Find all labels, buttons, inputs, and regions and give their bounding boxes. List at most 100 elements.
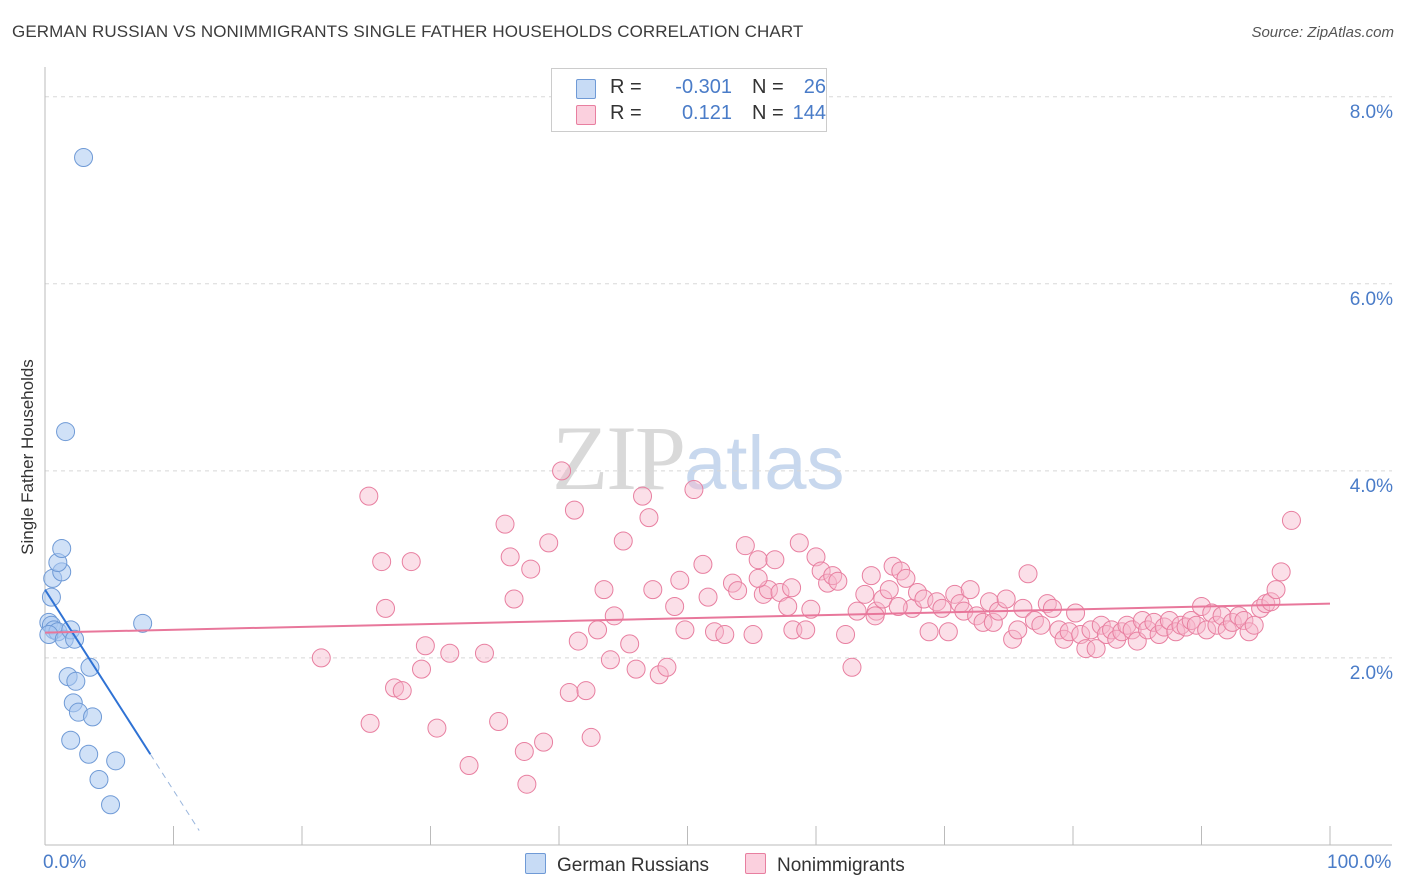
point-nonimmigrants <box>735 536 755 556</box>
point-nonimmigrants <box>1281 510 1301 530</box>
point-nonimmigrants <box>796 620 816 640</box>
point-nonimmigrants <box>675 620 695 640</box>
point-nonimmigrants <box>748 550 768 570</box>
axes <box>44 67 1392 846</box>
x-tick-label: 100.0% <box>1327 852 1392 873</box>
point-nonimmigrants <box>879 580 899 600</box>
point-nonimmigrants <box>594 580 614 600</box>
point-nonimmigrants <box>873 589 893 609</box>
legend-item-german-russians[interactable]: German Russians <box>525 853 709 877</box>
legend-r-value: -0.301 <box>675 76 732 98</box>
point-nonimmigrants <box>459 755 479 775</box>
point-nonimmigrants <box>401 552 421 572</box>
watermark: ZIPatlas <box>552 405 845 511</box>
legend-swatch-pink <box>745 853 766 874</box>
point-nonimmigrants <box>938 622 958 642</box>
point-nonimmigrants <box>983 612 1003 632</box>
point-german-russians <box>74 148 94 168</box>
point-nonimmigrants <box>1031 615 1051 635</box>
point-nonimmigrants <box>1042 598 1062 618</box>
point-nonimmigrants <box>657 657 677 677</box>
point-nonimmigrants <box>670 570 690 590</box>
point-nonimmigrants <box>828 571 848 591</box>
point-nonimmigrants <box>1059 622 1079 642</box>
point-nonimmigrants <box>1081 620 1101 640</box>
legend-swatch-pink <box>576 105 596 125</box>
point-nonimmigrants <box>568 631 588 651</box>
point-german-russians <box>66 671 86 691</box>
point-nonimmigrants <box>865 606 885 626</box>
point-nonimmigrants <box>576 681 596 701</box>
point-nonimmigrants <box>649 665 669 685</box>
watermark-atlas: atlas <box>684 421 845 506</box>
point-nonimmigrants <box>693 554 713 574</box>
point-nonimmigrants <box>847 601 867 621</box>
point-nonimmigrants <box>517 774 537 794</box>
point-nonimmigrants <box>1271 562 1291 582</box>
point-nonimmigrants <box>715 625 735 645</box>
point-nonimmigrants <box>743 625 763 645</box>
point-nonimmigrants <box>932 598 952 618</box>
point-nonimmigrants <box>698 587 718 607</box>
legend-swatch-blue <box>525 853 546 874</box>
legend-label: Nonimmigrants <box>777 855 905 876</box>
y-tick-label: 8.0% <box>1349 101 1393 123</box>
point-nonimmigrants <box>842 657 862 677</box>
point-nonimmigrants <box>495 514 515 534</box>
point-nonimmigrants <box>1207 615 1227 635</box>
legend-n-label: N = <box>752 102 784 124</box>
point-nonimmigrants <box>412 659 432 679</box>
point-nonimmigrants <box>539 533 559 553</box>
point-nonimmigrants <box>626 659 646 679</box>
point-nonimmigrants <box>1076 639 1096 659</box>
y-tick-label: 2.0% <box>1349 662 1393 684</box>
source-label: Source: ZipAtlas.com <box>1251 24 1394 41</box>
point-nonimmigrants <box>1018 564 1038 584</box>
point-nonimmigrants <box>806 547 826 567</box>
point-nonimmigrants <box>311 648 331 668</box>
point-nonimmigrants <box>559 683 579 703</box>
point-nonimmigrants <box>1159 611 1179 631</box>
point-nonimmigrants <box>1003 629 1023 649</box>
point-nonimmigrants <box>945 584 965 604</box>
point-nonimmigrants <box>1138 620 1158 640</box>
legend-swatch-blue <box>576 79 596 99</box>
point-nonimmigrants <box>427 718 447 738</box>
point-german-russians <box>83 707 103 727</box>
point-nonimmigrants <box>1144 612 1164 632</box>
trend-line-nonimmigrants <box>44 602 1331 634</box>
point-nonimmigrants <box>360 713 380 733</box>
point-nonimmigrants <box>643 580 663 600</box>
trend-line-german-russians <box>44 589 152 755</box>
point-nonimmigrants <box>1166 622 1186 642</box>
point-nonimmigrants <box>778 596 798 616</box>
point-nonimmigrants <box>996 589 1016 609</box>
point-nonimmigrants <box>919 622 939 642</box>
trend-lines <box>44 589 1331 831</box>
point-nonimmigrants <box>1154 617 1174 637</box>
point-nonimmigrants <box>665 596 685 616</box>
point-german-russians <box>133 613 153 633</box>
legend-item-nonimmigrants[interactable]: Nonimmigrants <box>745 853 905 877</box>
point-nonimmigrants <box>855 584 875 604</box>
point-german-russians <box>52 538 72 558</box>
point-nonimmigrants <box>392 681 412 701</box>
point-nonimmigrants <box>823 566 843 586</box>
point-nonimmigrants <box>552 461 572 481</box>
point-nonimmigrants <box>836 625 856 645</box>
point-nonimmigrants <box>534 732 554 752</box>
watermark-zip: ZIP <box>552 407 686 509</box>
point-nonimmigrants <box>789 533 809 553</box>
point-nonimmigrants <box>973 612 993 632</box>
point-nonimmigrants <box>1186 615 1206 635</box>
point-nonimmigrants <box>896 568 916 588</box>
point-nonimmigrants <box>960 580 980 600</box>
point-german-russians <box>89 770 109 790</box>
point-nonimmigrants <box>1132 611 1152 631</box>
point-nonimmigrants <box>639 508 659 528</box>
y-axis-label: Single Father Households <box>18 359 37 555</box>
point-german-russians <box>56 422 76 442</box>
point-nonimmigrants <box>1008 620 1028 640</box>
point-nonimmigrants <box>376 598 396 618</box>
